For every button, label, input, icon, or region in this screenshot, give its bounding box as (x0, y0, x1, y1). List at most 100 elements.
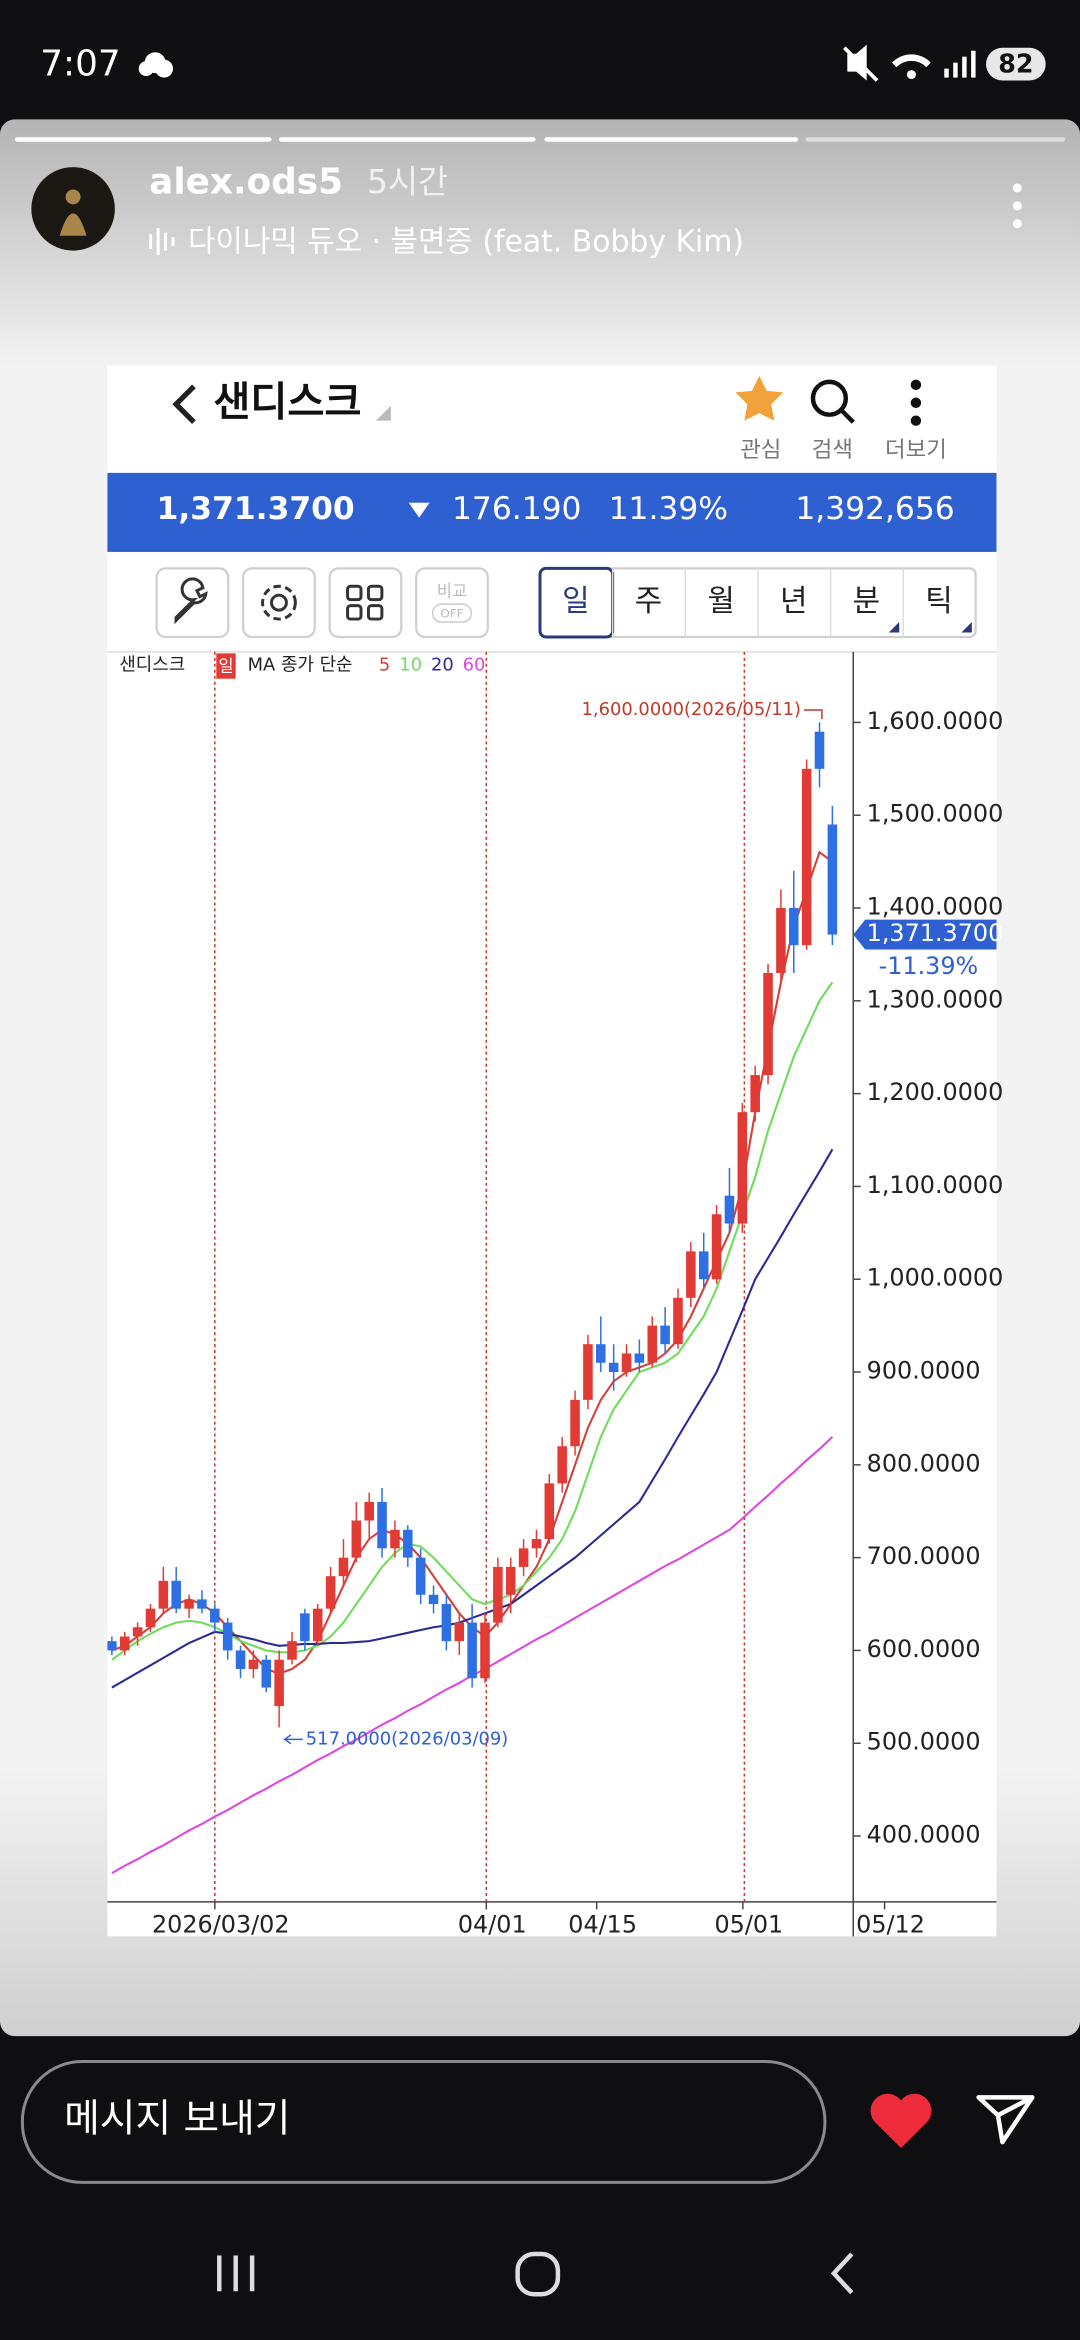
candle-body (814, 731, 825, 769)
candle-body (544, 1483, 555, 1540)
down-arrow (408, 502, 430, 518)
candle-body (210, 1608, 220, 1623)
candle-body (364, 1501, 374, 1521)
candle-body (724, 1195, 735, 1224)
nav-home[interactable] (515, 2251, 561, 2297)
more-button[interactable] (1012, 183, 1022, 229)
min-annotation: 517.0000(2026/03/09) (306, 1728, 508, 1749)
candle-body (596, 1344, 606, 1363)
settings-button[interactable] (242, 567, 316, 639)
star-icon (735, 375, 784, 421)
candle-body (505, 1566, 516, 1595)
action-label: 관심 (740, 437, 781, 463)
y-tick-label: 800.0000 (867, 1449, 981, 1477)
period-tab[interactable]: 일 (562, 584, 589, 619)
candle-body (518, 1548, 529, 1567)
legend-stock: 샌디스크 (119, 654, 185, 675)
legend-ma-period: 60 (463, 654, 486, 675)
action-label: 더보기 (885, 437, 947, 463)
candle-body (557, 1446, 567, 1484)
max-annotation: 1,600.0000(2026/05/11) (582, 699, 802, 720)
compare-state: OFF (440, 606, 463, 620)
candle-body (480, 1622, 490, 1679)
candle-body (454, 1622, 465, 1642)
y-tick-label: 1,400.0000 (867, 893, 1004, 921)
nav-bar (217, 2251, 854, 2297)
wrench-icon (174, 577, 208, 625)
period-tab[interactable]: 월 (707, 584, 734, 619)
candle-body (698, 1251, 709, 1280)
battery (986, 47, 1046, 81)
username[interactable]: alex.ods5 (149, 161, 343, 202)
x-tick-label: 04/15 (568, 1910, 637, 1938)
music-title[interactable]: 다이나믹 듀오 · 불면증 (feat. Bobby Kim) (188, 225, 744, 260)
last-change-label: -11.39% (879, 952, 979, 980)
nav-back[interactable] (830, 2252, 854, 2295)
y-tick-label: 1,500.0000 (867, 800, 1004, 828)
compare-button[interactable] (415, 567, 489, 639)
status-icons (842, 44, 976, 82)
y-tick-label: 1,200.0000 (867, 1078, 1004, 1106)
candle-body (351, 1520, 362, 1558)
candle-body (107, 1641, 117, 1651)
candle-body (467, 1622, 477, 1679)
max-pointer (804, 709, 823, 720)
action-label: 검색 (812, 437, 853, 463)
period-tab[interactable]: 주 (635, 584, 662, 619)
period-tab[interactable]: 년 (780, 584, 807, 619)
y-tick-label: 700.0000 (867, 1542, 981, 1570)
x-tick-label: 05/01 (714, 1910, 783, 1938)
like-button[interactable] (870, 2093, 932, 2149)
menu-icon (910, 379, 922, 426)
y-tick-label: 1,100.0000 (867, 1171, 1004, 1199)
y-tick-label: 1,300.0000 (867, 985, 1004, 1013)
candle-body (158, 1580, 169, 1609)
y-tick-label: 600.0000 (867, 1635, 981, 1663)
avatar[interactable] (31, 167, 115, 251)
compare-label: 비교 (437, 582, 467, 601)
time-ago: 5시간 (367, 163, 448, 201)
volume: 1,392,656 (795, 491, 954, 527)
candle-body (300, 1613, 310, 1642)
send-button[interactable] (976, 2095, 1035, 2145)
candle-body (145, 1608, 156, 1628)
candle-body (531, 1539, 542, 1549)
candle-body (325, 1576, 336, 1609)
candle-body (287, 1641, 297, 1660)
candle-body (261, 1659, 272, 1688)
candle-body (197, 1599, 207, 1609)
avatar-figure (59, 189, 87, 236)
period-tab[interactable]: 틱 (925, 584, 952, 619)
min-pointer (282, 1734, 303, 1745)
message-input[interactable] (20, 2060, 827, 2184)
candle-body (132, 1627, 143, 1637)
candle-body (403, 1529, 413, 1558)
x-tick-label: 2026/03/02 (152, 1910, 290, 1938)
candle-body (222, 1622, 233, 1651)
quote-bar (107, 472, 997, 552)
candle-body (827, 824, 838, 935)
candle-body (312, 1608, 323, 1642)
candle-body (801, 768, 812, 946)
change-rate: 11.39% (609, 491, 728, 527)
price: 1,371.3700 (157, 491, 355, 527)
layout-button[interactable] (328, 567, 403, 639)
period-tab[interactable]: 분 (853, 584, 880, 619)
change: 176.190 (452, 491, 582, 527)
candle-body (235, 1650, 246, 1669)
candle-body (377, 1501, 387, 1549)
candle-body (737, 1112, 748, 1224)
legend-ma-period: 5 (379, 654, 390, 675)
progress-bars (14, 137, 1066, 142)
x-tick-label: 04/01 (458, 1910, 527, 1938)
stock-title: 샌디스크 (213, 379, 361, 425)
music-icon (149, 228, 175, 256)
candle-body (776, 908, 786, 973)
candle-body (673, 1297, 683, 1345)
back-icon (172, 384, 196, 424)
candle-body (390, 1529, 400, 1549)
candle-body (274, 1659, 284, 1707)
y-tick-label: 900.0000 (867, 1357, 981, 1385)
